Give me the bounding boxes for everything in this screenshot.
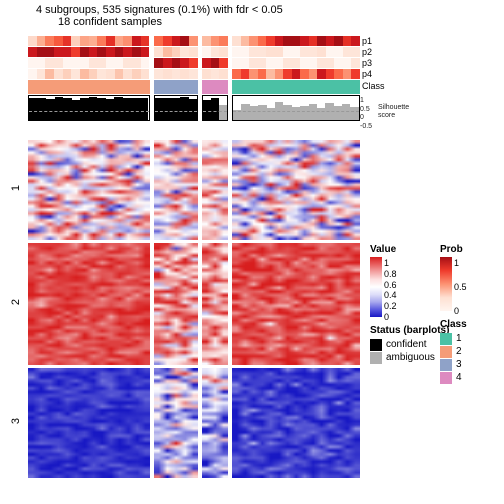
legend-prob-title: Prob [440, 244, 467, 255]
figure-title: 4 subgroups, 535 signatures (0.1%) with … [36, 4, 283, 28]
legend-item: ambiguous [370, 351, 449, 364]
row-block-label: 1 [10, 180, 22, 196]
heatmap-column [154, 140, 199, 478]
legend-right-column: Prob10.50Class1234 [440, 244, 467, 392]
legend-item: 1 [440, 332, 467, 345]
legend-value-gradient [370, 257, 382, 317]
annotation-tracks [28, 36, 360, 121]
anno-label-p1: p1 [362, 36, 385, 47]
heatmap-column [28, 140, 150, 478]
class-row [28, 80, 360, 94]
row-block-label: 2 [10, 294, 22, 310]
row-block-label: 3 [10, 413, 22, 429]
prob-row-p1 [28, 36, 360, 46]
legend-item: 4 [440, 371, 467, 384]
heatmap-column [232, 140, 360, 478]
legend-class-title: Class [440, 319, 467, 330]
prob-row-p4 [28, 69, 360, 79]
anno-label-p3: p3 [362, 58, 385, 69]
anno-label-p4: p4 [362, 69, 385, 80]
title-line1: 4 subgroups, 535 signatures (0.1%) with … [36, 4, 283, 16]
legend-left-column: Value10.80.60.40.20Status (barplots)conf… [370, 244, 449, 372]
legend-status-title: Status (barplots) [370, 325, 449, 336]
prob-row-p3 [28, 58, 360, 68]
annotation-labels: p1p2p3p4Class [362, 36, 385, 94]
legend-value-title: Value [370, 244, 449, 255]
legend-prob-gradient [440, 257, 452, 311]
anno-label-p2: p2 [362, 47, 385, 58]
heatmap [28, 140, 360, 478]
silhouette-row [28, 95, 360, 121]
anno-label-class: Class [362, 80, 385, 94]
legend-item: confident [370, 338, 449, 351]
heatmap-column [202, 140, 228, 478]
legend-item: 3 [440, 358, 467, 371]
legend-item: 2 [440, 345, 467, 358]
prob-row-p2 [28, 47, 360, 57]
row-block-labels: 1 2 3 [8, 140, 24, 478]
title-line2: 18 confident samples [58, 16, 283, 28]
